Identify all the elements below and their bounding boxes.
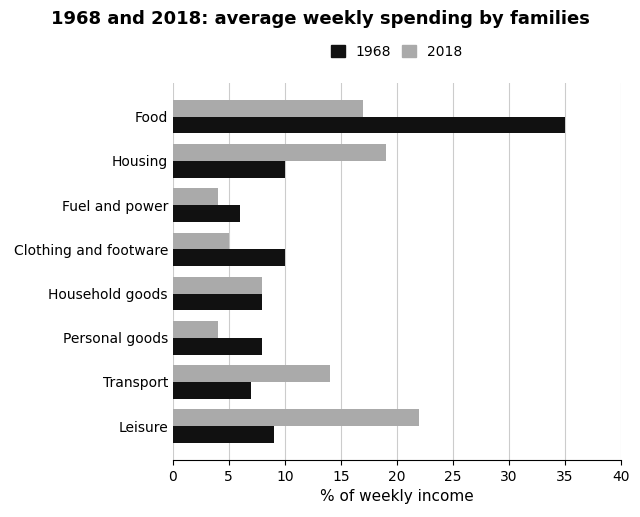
- Legend: 1968, 2018: 1968, 2018: [326, 41, 467, 63]
- Bar: [173, 161, 285, 178]
- X-axis label: % of weekly income: % of weekly income: [320, 490, 474, 505]
- Bar: [173, 205, 240, 222]
- Bar: [173, 382, 251, 399]
- Bar: [173, 277, 262, 294]
- Bar: [173, 249, 285, 266]
- Bar: [173, 338, 262, 355]
- Bar: [173, 321, 218, 338]
- Bar: [173, 426, 274, 443]
- Bar: [173, 117, 564, 133]
- Bar: [173, 294, 262, 310]
- Bar: [173, 144, 385, 161]
- Bar: [173, 365, 330, 382]
- Bar: [173, 188, 218, 205]
- Bar: [173, 233, 229, 249]
- Text: 1968 and 2018: average weekly spending by families: 1968 and 2018: average weekly spending b…: [51, 10, 589, 28]
- Bar: [173, 409, 419, 426]
- Bar: [173, 100, 364, 117]
